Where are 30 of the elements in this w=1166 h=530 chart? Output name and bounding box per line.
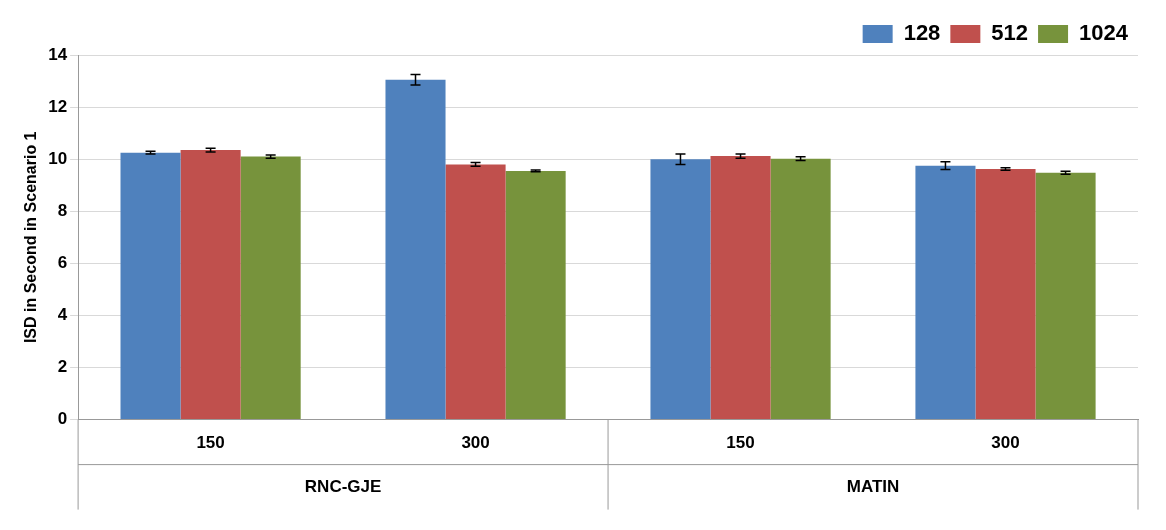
text: MATIN: [846, 476, 900, 496]
legend-label: 512: [991, 20, 1029, 46]
y-tick-label: 2: [57, 357, 68, 377]
bar: [710, 156, 771, 420]
y-tick-label: 8: [57, 200, 68, 220]
bar: [650, 159, 711, 420]
bar: [975, 169, 1036, 420]
bar: [180, 150, 241, 420]
bar: [385, 79, 446, 420]
y-tick-label: 0: [57, 409, 68, 429]
y-tick-label: 10: [48, 148, 68, 168]
y-tick-label: 12: [48, 96, 68, 116]
text: RNC-GJE: [304, 476, 382, 496]
bar: [240, 156, 301, 420]
x-tick-label: 150: [196, 433, 225, 453]
y-axis-title: ISD in Second in Scenario 1: [22, 131, 40, 344]
x-tick-label: 150: [726, 433, 755, 453]
legend-label: 1024: [1079, 20, 1129, 46]
x-tick-label: 300: [991, 433, 1020, 453]
y-tick-label: 4: [57, 305, 68, 325]
bar: [120, 152, 181, 420]
bar: [445, 164, 506, 420]
bar: [1035, 172, 1096, 420]
x-tick-label: 300: [461, 433, 490, 453]
y-tick-label: 14: [48, 44, 68, 64]
bar: [505, 170, 566, 420]
bar: [915, 165, 976, 420]
bar: [770, 158, 831, 420]
y-tick-label: 6: [57, 253, 68, 273]
legend-label: 128: [903, 20, 941, 46]
